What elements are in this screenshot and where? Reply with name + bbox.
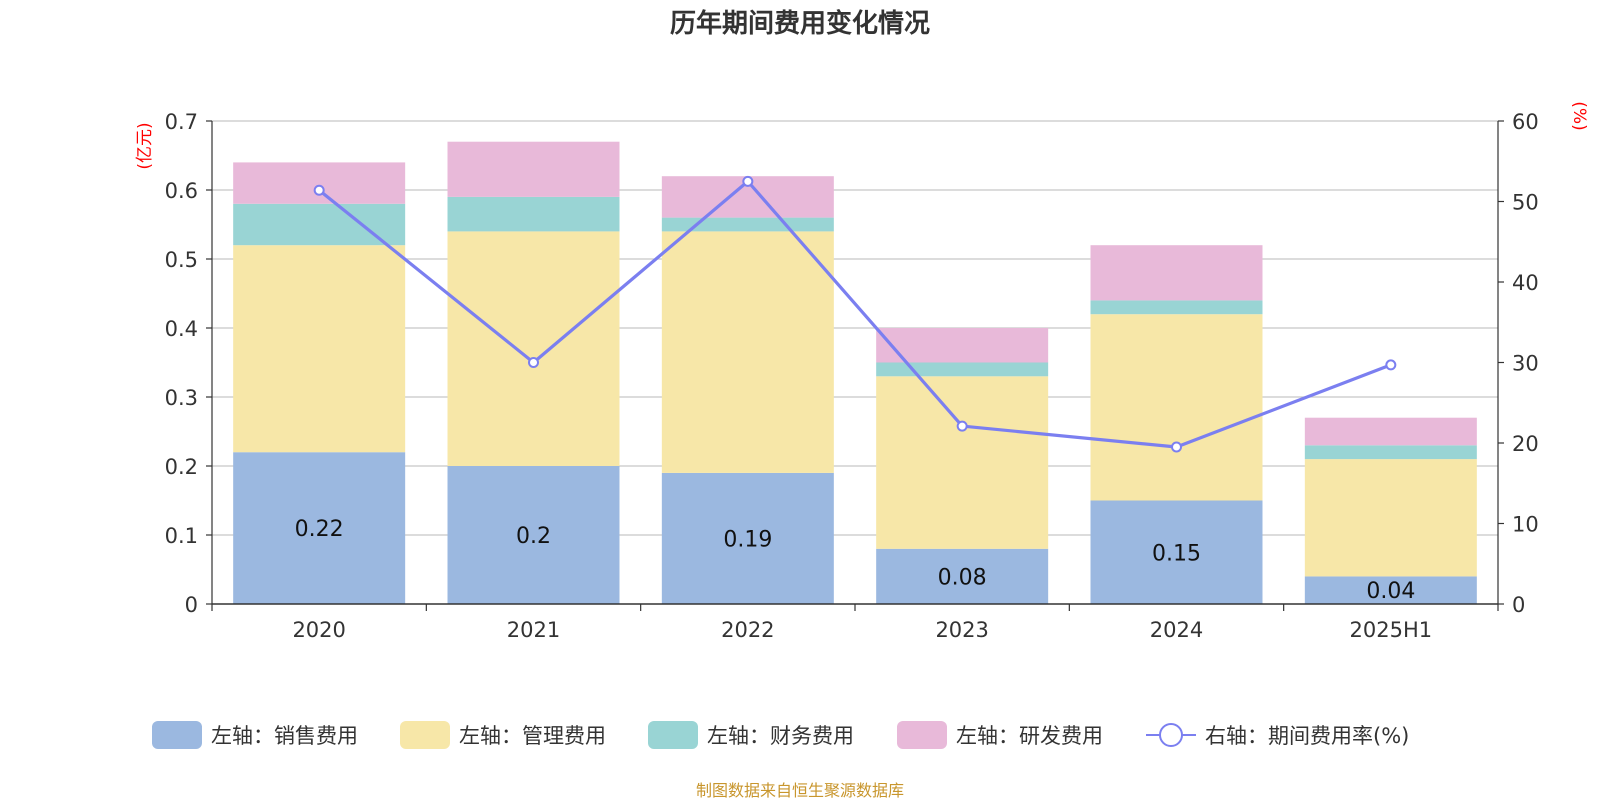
right-axis-tick-label: 30 — [1512, 352, 1539, 376]
legend-label: 左轴：销售费用 — [211, 724, 358, 748]
left-axis-tick-label: 0.6 — [165, 179, 198, 203]
data-label: 0.04 — [1366, 579, 1415, 604]
data-label: 0.2 — [516, 524, 551, 549]
legend-label: 左轴：研发费用 — [956, 724, 1103, 748]
bar-segment — [1090, 300, 1263, 315]
left-axis-tick-label: 0.5 — [165, 248, 198, 272]
bar-segment — [661, 231, 834, 473]
left-axis-tick-label: 0.1 — [165, 524, 198, 548]
left-axis-tick-label: 0.7 — [165, 110, 198, 134]
bar-segment — [661, 472, 834, 604]
left-axis-tick-label: 0 — [185, 593, 198, 617]
bar-segment — [661, 217, 834, 232]
left-axis-tick-label: 0.3 — [165, 386, 198, 410]
data-label: 0.22 — [295, 517, 344, 542]
rate-line-path — [318, 179, 1392, 449]
data-label: 0.08 — [938, 565, 987, 590]
legend-marker — [1159, 723, 1183, 747]
bars — [233, 141, 1477, 604]
bar-segment — [1304, 445, 1477, 460]
x-axis-tick-label: 2023 — [935, 618, 988, 642]
x-axis-tick-label: 2020 — [292, 618, 345, 642]
axes: 0 0.1 0.2 0.3 0.4 0.5 0.6 0.7 0 10 20 30 40 50 60 2020 2… — [165, 110, 1539, 642]
legend: 左轴：销售费用 左轴：管理费用 左轴：财务费用 左轴：研发费用 右轴：期间费用率(%) — [152, 721, 1409, 749]
bar-segment — [1090, 500, 1263, 604]
rate-line — [313, 175, 1397, 453]
bar-segment — [447, 196, 620, 232]
legend-swatch — [152, 721, 202, 749]
legend-swatch — [897, 721, 947, 749]
right-axis-unit: (%) — [1569, 101, 1589, 130]
rate-point — [742, 175, 754, 187]
bar-segment — [1304, 576, 1477, 604]
data-label: 0.15 — [1152, 541, 1201, 566]
right-axis-tick-label: 40 — [1512, 271, 1539, 295]
rate-point — [313, 184, 325, 196]
bar-segment — [1090, 245, 1263, 301]
bar-segment — [233, 452, 406, 604]
bar-segment — [876, 548, 1049, 604]
legend-label: 左轴：财务费用 — [707, 724, 854, 748]
bar-segment — [1090, 314, 1263, 501]
bar-segment — [1304, 417, 1477, 446]
right-axis-tick-label: 60 — [1512, 110, 1539, 134]
left-axis-tick-label: 0.4 — [165, 317, 198, 341]
bar-segment — [233, 162, 406, 204]
grid-lines — [212, 120, 1498, 536]
left-axis-unit: (亿元) — [135, 122, 155, 169]
bar-segment — [447, 466, 620, 604]
bar-segment — [447, 231, 620, 466]
right-axis-tick-label: 10 — [1512, 513, 1539, 537]
source-note: 制图数据来自恒生聚源数据库 — [696, 781, 904, 800]
x-axis-tick-label: 2022 — [721, 618, 774, 642]
legend-swatch — [400, 721, 450, 749]
x-axis-tick-label: 2024 — [1150, 618, 1203, 642]
bar-segment — [233, 245, 406, 453]
rate-point — [956, 420, 968, 432]
legend-label: 右轴：期间费用率(%) — [1205, 724, 1409, 748]
right-axis-tick-label: 0 — [1512, 593, 1525, 617]
x-axis-tick-label: 2021 — [507, 618, 560, 642]
rate-point — [1171, 441, 1182, 453]
data-label: 0.19 — [723, 527, 772, 552]
right-axis-tick-label: 20 — [1512, 432, 1539, 456]
legend-label: 左轴：管理费用 — [459, 724, 606, 748]
bar-segment — [876, 362, 1049, 377]
bar-segment — [876, 328, 1049, 363]
legend-swatch — [648, 721, 698, 749]
bar-segment — [447, 141, 620, 197]
data-labels: 0.22 0.2 0.19 0.08 0.15 0.04 — [295, 517, 1416, 604]
left-axis-tick-label: 0.2 — [165, 455, 198, 479]
rate-point — [528, 357, 539, 368]
bar-segment — [876, 376, 1049, 549]
bar-segment — [1304, 459, 1477, 577]
x-axis-tick-label: 2025H1 — [1350, 618, 1433, 642]
right-axis-tick-label: 50 — [1512, 191, 1539, 215]
rate-point — [1385, 359, 1397, 371]
chart-title: 历年期间费用变化情况 — [670, 8, 930, 39]
